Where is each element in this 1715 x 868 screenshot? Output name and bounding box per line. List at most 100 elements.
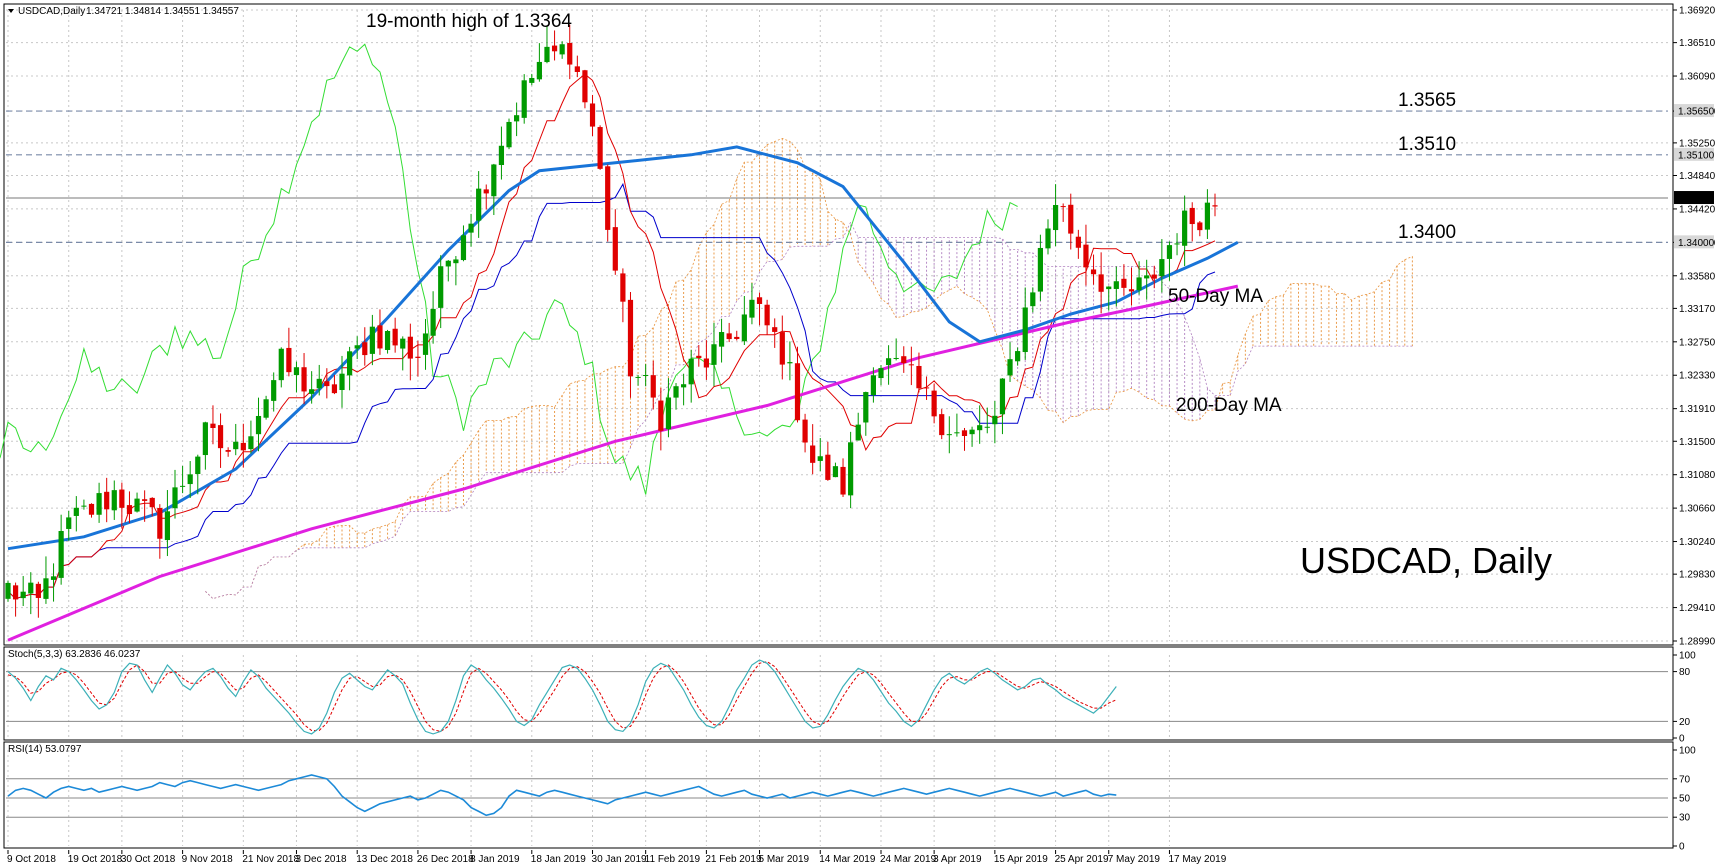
candle-body-up <box>848 442 854 496</box>
candle-body-down <box>779 332 785 365</box>
candle-body-up <box>749 299 755 318</box>
candle-body-down <box>658 400 664 431</box>
peak-annotation: 19-month high of 1.3364 <box>366 11 572 32</box>
candle-body-up <box>718 332 725 347</box>
candle-body-up <box>460 235 467 261</box>
candle-body-down <box>1083 244 1089 268</box>
chikou-span-line <box>0 43 1018 495</box>
candle-body-down <box>1197 222 1203 231</box>
price-tick-label: 1.30240 <box>1679 537 1715 548</box>
candle-body-up <box>855 424 861 441</box>
candle-body-down <box>696 355 702 359</box>
candle-body-down <box>324 381 330 387</box>
candle-body-down <box>764 304 770 326</box>
rsi-line <box>7 774 1117 817</box>
price-tick-label: 1.33170 <box>1679 304 1715 315</box>
candle-body-up <box>5 582 11 599</box>
candle-body-up <box>430 308 436 336</box>
candle-body-up <box>400 338 406 349</box>
candle-body-down <box>483 189 489 194</box>
sub-tick-label: 30 <box>1679 813 1691 824</box>
candle-body-up <box>521 80 527 118</box>
candle-body-up <box>271 380 277 401</box>
candle-body-up <box>81 505 87 507</box>
price-tick-label: 1.35250 <box>1679 138 1715 149</box>
price-tick-label: 1.30660 <box>1679 504 1715 515</box>
candle-body-down <box>612 227 618 271</box>
candle-body-up <box>438 266 444 308</box>
date-tick-label: 30 Jan 2019 <box>592 854 647 865</box>
candle-body-down <box>286 347 292 373</box>
candle-body-down <box>1121 278 1127 288</box>
candle-body-down <box>1068 204 1074 234</box>
price-tick-label: 1.36090 <box>1679 72 1715 83</box>
candle-body-up <box>665 397 672 430</box>
candle-body-up <box>422 333 429 355</box>
candle-body-down <box>1151 274 1157 279</box>
level-price-box <box>1674 104 1714 118</box>
level-1400-label: 1.3400 <box>1398 222 1456 243</box>
stoch-axis: 100 80 20 0 <box>1673 651 1696 745</box>
candle-body-up <box>354 345 360 349</box>
candle-body-up <box>984 426 990 428</box>
candle-body-up <box>635 376 641 378</box>
candle-body-down <box>916 365 922 389</box>
candle-body-up <box>20 591 26 599</box>
level-price-label: 1.35100 <box>1678 150 1715 161</box>
last-price-box <box>1674 191 1714 205</box>
candle-body-up <box>164 511 171 541</box>
candle-body-down <box>362 342 368 356</box>
candle-body-down <box>726 333 732 340</box>
date-tick-label: 30 Oct 2018 <box>121 854 176 865</box>
candle-body-down <box>217 425 224 449</box>
rsi-panel-frame <box>3 741 1674 849</box>
candle-body-up <box>248 436 254 450</box>
stoch-title: Stoch(5,3,3) 63.2836 46.0237 <box>8 649 141 660</box>
candle-body-up <box>1015 351 1021 362</box>
ma50-label: 50-Day MA <box>1168 286 1263 307</box>
candle-body-up <box>954 432 960 434</box>
price-tick-label: 1.34420 <box>1679 204 1715 215</box>
candle-body-down <box>12 585 19 600</box>
candle-body-up <box>453 259 459 264</box>
candle-body-down <box>88 503 95 515</box>
price-grid <box>6 9 1668 642</box>
candle-body-down <box>908 364 914 366</box>
candle-body-up <box>233 441 239 450</box>
candle-body-up <box>863 392 869 423</box>
stoch-lines <box>7 659 1117 735</box>
candle-body-down <box>627 299 634 377</box>
date-tick-label: 18 Jan 2019 <box>531 854 586 865</box>
candle-body-up <box>529 77 535 83</box>
level-price-label: 1.35650 <box>1678 107 1715 118</box>
candle-body-up <box>195 456 201 474</box>
level-1565-label: 1.3565 <box>1398 90 1456 111</box>
candle-body-up <box>536 61 542 80</box>
candle-body-up <box>1113 281 1119 289</box>
candle-body-up <box>43 578 49 599</box>
level-1510-label: 1.3510 <box>1398 134 1456 155</box>
price-tick-label: 1.29830 <box>1679 570 1715 581</box>
candle-body-up <box>50 576 57 580</box>
candle-body-down <box>142 499 148 501</box>
candle-body-down <box>772 327 778 332</box>
candle-body-down <box>149 497 155 508</box>
ma200-line <box>7 284 1239 642</box>
candle-body-down <box>650 375 656 398</box>
date-tick-label: 17 May 2019 <box>1168 854 1226 865</box>
date-tick-label: 11 Feb 2019 <box>645 854 701 865</box>
candle-body-up <box>1045 228 1051 249</box>
level-price-box <box>1674 147 1714 161</box>
candle-body-up <box>832 466 839 478</box>
candle-body-up <box>73 507 79 516</box>
candle-body-up <box>278 348 284 381</box>
candle-body-down <box>810 445 816 463</box>
candle-body-up <box>1022 307 1028 353</box>
ohlc-readout: 1.34721 1.34814 1.34551 1.34557 <box>86 6 239 17</box>
price-tick-label: 1.31500 <box>1679 437 1715 448</box>
collapse-triangle-icon[interactable] <box>8 9 14 13</box>
date-tick-label: 25 Apr 2019 <box>1055 854 1109 865</box>
candle-body-down <box>923 387 930 389</box>
candle-body-down <box>157 507 163 539</box>
candle-body-up <box>384 330 391 350</box>
